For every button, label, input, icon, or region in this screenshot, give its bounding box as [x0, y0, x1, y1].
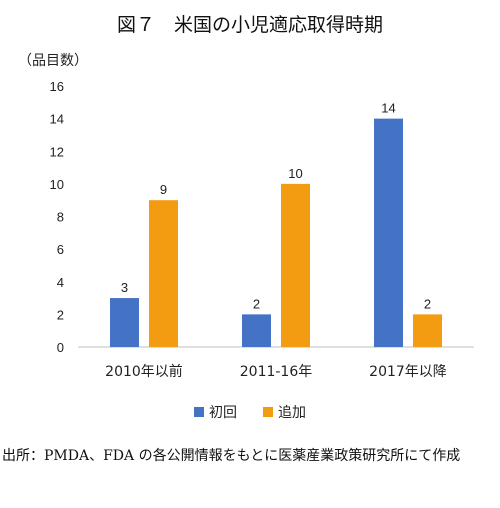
data-label: 2 — [424, 296, 431, 311]
legend-item-additional: 追加 — [263, 402, 306, 422]
bar-additional — [413, 314, 442, 347]
data-label: 14 — [381, 101, 395, 116]
bar-first — [110, 298, 139, 347]
data-label: 9 — [160, 182, 167, 197]
data-label: 2 — [253, 296, 260, 311]
legend-swatch-additional — [263, 407, 273, 417]
y-tick-label: 0 — [57, 340, 64, 355]
bar-additional — [149, 200, 178, 347]
legend-item-first: 初回 — [194, 402, 237, 422]
source-note: 出所：PMDA、FDA の各公開情報をもとに医薬産業政策研究所にて作成 — [2, 448, 461, 464]
legend-label-additional: 追加 — [278, 405, 306, 421]
chart-title: 図７ 米国の小児適応取得時期 — [116, 14, 383, 36]
y-axis-unit-label: （品目数） — [18, 53, 88, 69]
y-tick-label: 10 — [50, 177, 64, 192]
y-tick-label: 16 — [50, 79, 64, 94]
y-tick-label: 12 — [50, 144, 64, 159]
data-label: 10 — [288, 166, 302, 181]
y-tick-label: 2 — [57, 307, 64, 322]
bar-chart: 0 2 4 6 8 10 12 14 16 2010年以前 3 9 2011-16年 2 10 2017年以降… — [50, 79, 474, 380]
bar-first — [242, 314, 271, 347]
bar-first — [374, 118, 403, 347]
x-category-label: 2010年以前 — [105, 363, 183, 380]
legend-swatch-first — [194, 407, 204, 417]
y-tick-label: 6 — [57, 242, 64, 257]
y-tick-label: 8 — [57, 210, 64, 225]
bar-additional — [281, 183, 310, 347]
data-label: 3 — [121, 280, 128, 295]
y-tick-label: 4 — [57, 275, 64, 290]
y-tick-label: 14 — [50, 112, 64, 127]
x-category-label: 2017年以降 — [369, 364, 447, 380]
legend: 初回 追加 — [0, 402, 500, 422]
legend-label-first: 初回 — [209, 405, 237, 421]
x-category-label: 2011-16年 — [240, 364, 313, 380]
